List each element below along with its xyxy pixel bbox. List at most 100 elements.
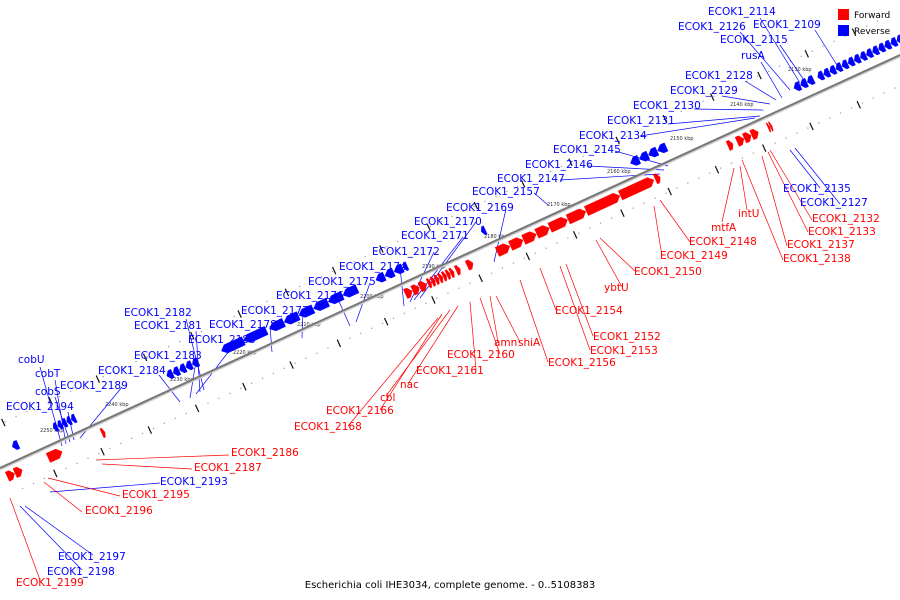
reverse-gene-arrow: [269, 318, 286, 332]
gene-label-ecok1-2186: ECOK1_2186: [231, 447, 299, 459]
scale-dot: [360, 332, 362, 334]
scale-tick: [383, 317, 389, 326]
gene-label-ecok1-2177: ECOK1_2177: [241, 305, 309, 317]
leader-line: [741, 159, 784, 261]
reverse-gene-arrow: [192, 357, 201, 368]
forward-gene-arrow: [508, 237, 524, 251]
reverse-gene-arrow: [298, 304, 316, 318]
reverse-gene-arrow: [884, 39, 893, 50]
gene-label-ecok1-2169: ECOK1_2169: [446, 202, 514, 214]
scale-dot: [120, 442, 122, 444]
scale-dot: [643, 202, 645, 204]
scale-dot: [440, 220, 442, 223]
forward-gene-arrow: [444, 269, 451, 280]
legend-forward-swatch: [838, 9, 849, 20]
forward-gene-arrow: [410, 284, 420, 296]
leader-line: [639, 117, 756, 137]
gene-label-ecok1-2149: ECOK1_2149: [660, 250, 728, 262]
gene-label-ecok1-2161: ECOK1_2161: [416, 365, 484, 377]
gene-label-ecok1-2195: ECOK1_2195: [122, 489, 190, 501]
gene-label-ecok1-2171: ECOK1_2171: [401, 230, 469, 242]
leader-line: [653, 205, 663, 257]
scale-dot: [506, 190, 508, 193]
scale-dot: [353, 260, 355, 263]
scale-dot: [818, 122, 820, 124]
scale-dot: [484, 200, 486, 203]
scale-dot: [349, 337, 351, 339]
scale-dot: [501, 267, 504, 269]
gene-label-ecok1-2187: ECOK1_2187: [194, 462, 262, 474]
scale-tick: [190, 331, 195, 340]
scale-dot: [778, 65, 781, 67]
scale-tick: [331, 266, 337, 275]
leader-lines: [9, 17, 841, 581]
gene-label-ecok1-2184: ECOK1_2184: [98, 365, 166, 377]
gene-label-ecok1-2174: ECOK1_2174: [339, 261, 407, 273]
scale-dot: [872, 97, 874, 99]
gene-label-ecok1-2198: ECOK1_2198: [47, 566, 115, 578]
gene-label-ecok1-2152: ECOK1_2152: [593, 331, 661, 343]
scale-dot: [615, 140, 617, 142]
scale-dot: [469, 282, 471, 284]
forward-gene-arrow: [725, 140, 734, 151]
forward-gene-arrow: [653, 173, 661, 185]
leader-line: [595, 239, 623, 288]
reverse-gene-arrow: [52, 421, 60, 432]
scale-dot: [21, 487, 24, 490]
forward-gene-arrow: [565, 208, 586, 225]
scale-dot: [680, 110, 682, 112]
gene-label-ecok1-2138: ECOK1_2138: [783, 253, 851, 265]
leader-line: [659, 199, 691, 243]
legend: Forward Reverse: [838, 9, 891, 37]
forward-gene-arrow: [494, 243, 511, 257]
scale-dot: [157, 350, 159, 353]
scale-dot: [774, 142, 776, 144]
reverse-gene-arrow: [243, 326, 269, 343]
gene-label-cbl: cbl: [380, 392, 395, 404]
gene-label-ybtu: ybtU: [604, 282, 629, 294]
scale-dot: [299, 285, 301, 288]
scale-dot: [877, 20, 879, 22]
forward-gene-arrow: [547, 216, 568, 233]
scale-dot: [637, 130, 639, 132]
leader-line: [385, 309, 451, 397]
scale-dot: [604, 145, 606, 147]
scale-tick: [379, 245, 384, 253]
gene-label-rusa: rusA: [741, 50, 765, 62]
scale-tick-label: 2150 kbp: [670, 136, 694, 142]
reverse-gene-arrow: [793, 81, 803, 92]
reverse-gene-arrow: [896, 34, 900, 44]
scale-dot: [185, 412, 187, 414]
reverse-gene-arrow: [328, 291, 345, 305]
gene-label-ecok1-2181: ECOK1_2181: [134, 320, 202, 332]
reverse-gene-arrow: [57, 419, 64, 430]
scale-dot: [266, 300, 268, 303]
gene-label-ecok1-2127: ECOK1_2127: [800, 197, 868, 209]
reverse-gene-arrow: [835, 62, 844, 73]
scale-dot: [429, 225, 432, 228]
reverse-gene-arrow: [66, 415, 73, 426]
scale-tick: [426, 223, 431, 232]
gene-label-ecok1-2160: ECOK1_2160: [447, 349, 515, 361]
scale-tick: [662, 114, 668, 123]
scale-tick-label: 2180 kbp: [484, 234, 508, 240]
scale-dot: [785, 137, 787, 139]
reverse-gene-arrow: [62, 417, 69, 428]
gene-label-ecok1-2193: ECOK1_2193: [160, 476, 228, 488]
gene-label-ecok1-2132: ECOK1_2132: [812, 213, 880, 225]
forward-gene-arrow: [12, 466, 23, 478]
scale-tick: [757, 71, 762, 80]
scale-tick: [568, 158, 573, 167]
scale-dot: [730, 162, 733, 164]
gene-label-ecok1-2133: ECOK1_2133: [808, 226, 876, 238]
scale-dot: [719, 167, 722, 169]
scale-tick: [714, 165, 720, 174]
genome-backbone: [0, 54, 900, 471]
scale-dot: [327, 347, 329, 349]
gene-label-ecok1-2126: ECOK1_2126: [678, 21, 746, 33]
gene-label-cobs: cobS: [35, 386, 61, 398]
scale-dot: [283, 367, 285, 369]
forward-gene-arrow: [433, 274, 440, 285]
reverse-gene-arrow: [481, 225, 488, 236]
reverse-gene-arrow: [841, 59, 850, 70]
